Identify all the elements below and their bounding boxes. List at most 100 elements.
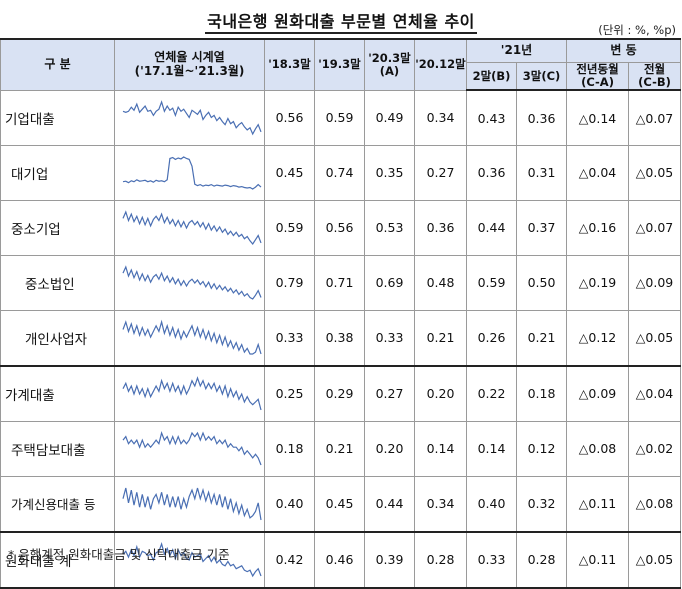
sparkline-path	[122, 210, 262, 245]
cell-mom: △0.09	[628, 254, 682, 311]
header-mar20: '20.3말 (A)	[364, 37, 415, 91]
table-row: 가계대출 0.25 0.29 0.27 0.20 0.22 0.18 △0.09 △0.04	[0, 364, 682, 422]
row-label: 대기업	[0, 144, 115, 201]
sparkline	[122, 376, 262, 411]
sparkline-cell	[114, 89, 265, 146]
cell-mar: 0.32	[515, 475, 568, 533]
header-feb21: 2말(B)	[466, 62, 517, 92]
table-row: 중소기업 0.59 0.56 0.53 0.36 0.44 0.37 △0.16 △0.07	[0, 199, 682, 256]
sparkline	[122, 541, 262, 578]
cell-mar: 0.12	[515, 420, 568, 477]
cell-v3: 0.49	[364, 89, 415, 146]
table-body: 기업대출 0.56 0.59 0.49 0.34 0.43 0.36 △0.14 △0.07 대기…	[0, 89, 682, 589]
cell-v1: 0.33	[264, 309, 315, 367]
cell-mom: △0.04	[628, 364, 682, 422]
table-title: 국내은행 원화대출 부문별 연체율 추이	[0, 8, 682, 34]
cell-v1: 0.25	[264, 364, 315, 422]
sparkline-path	[122, 156, 262, 190]
cell-feb: 0.33	[466, 530, 517, 589]
header-series: 연체율 시계열 ('17.1월~'21.3월)	[114, 37, 265, 91]
header-dec20: '20.12말	[414, 37, 467, 91]
cell-v2: 0.59	[314, 89, 365, 146]
table-row: 주택담보대출 0.18 0.21 0.20 0.14 0.14 0.12 △0.08 △0.02	[0, 420, 682, 477]
cell-v3: 0.53	[364, 199, 415, 256]
cell-mar: 0.28	[515, 530, 568, 589]
cell-v3: 0.39	[364, 530, 415, 589]
header-mar20-label: '20.3말	[368, 50, 411, 65]
cell-v1: 0.40	[264, 475, 315, 533]
cell-v1: 0.45	[264, 144, 315, 201]
row-label: 중소기업	[0, 199, 115, 256]
cell-v2: 0.71	[314, 254, 365, 311]
cell-yoy: △0.12	[566, 309, 630, 367]
cell-yoy: △0.11	[566, 530, 630, 589]
cell-mom: △0.02	[628, 420, 682, 477]
cell-mom: △0.08	[628, 475, 682, 533]
cell-v3: 0.27	[364, 364, 415, 422]
cell-yoy: △0.04	[566, 144, 630, 201]
sparkline-path	[122, 265, 262, 300]
header-mar20-sub: (A)	[379, 63, 400, 78]
header-mar18: '18.3말	[264, 37, 315, 91]
cell-mom: △0.05	[628, 530, 682, 589]
cell-feb: 0.36	[466, 144, 517, 201]
sparkline	[122, 100, 262, 136]
delinquency-table: 구 분 연체율 시계열 ('17.1월~'21.3월) '18.3말 '19.3…	[0, 37, 682, 589]
sparkline-cell	[114, 475, 265, 533]
cell-v1: 0.79	[264, 254, 315, 311]
cell-v2: 0.74	[314, 144, 365, 201]
row-label: 개인사업자	[0, 309, 115, 367]
sparkline	[122, 210, 262, 245]
table-row: 기업대출 0.56 0.59 0.49 0.34 0.43 0.36 △0.14 △0.07	[0, 89, 682, 146]
sparkline-path	[122, 376, 262, 411]
sparkline-cell	[114, 144, 265, 201]
cell-yoy: △0.11	[566, 475, 630, 533]
cell-v3: 0.33	[364, 309, 415, 367]
cell-v4: 0.27	[414, 144, 467, 201]
cell-v2: 0.46	[314, 530, 365, 589]
header-series-title: 연체율 시계열	[154, 50, 225, 65]
cell-v4: 0.20	[414, 364, 467, 422]
footnote: * 은행계정 원화대출금 및 신탁대출금 기준	[8, 547, 230, 562]
cell-feb: 0.14	[466, 420, 517, 477]
sparkline-path	[122, 100, 262, 136]
cell-feb: 0.43	[466, 89, 517, 146]
sparkline-path	[122, 319, 262, 355]
sparkline-cell	[114, 420, 265, 477]
cell-feb: 0.22	[466, 364, 517, 422]
cell-mom: △0.07	[628, 199, 682, 256]
cell-v1: 0.59	[264, 199, 315, 256]
header-year21: '21년	[465, 38, 568, 63]
cell-v2: 0.38	[314, 309, 365, 367]
sparkline-cell	[114, 364, 265, 422]
cell-yoy: △0.16	[566, 199, 630, 256]
header-mom: 전월 (C-B)	[628, 62, 682, 92]
header-mar19: '19.3말	[314, 37, 365, 91]
cell-yoy: △0.09	[566, 364, 630, 422]
cell-mom: △0.07	[628, 89, 682, 146]
sparkline-path	[122, 541, 262, 578]
sparkline	[122, 265, 262, 300]
sparkline-path	[122, 487, 262, 521]
cell-mar: 0.21	[515, 309, 568, 367]
cell-mar: 0.37	[515, 199, 568, 256]
row-label: 기업대출	[0, 89, 115, 146]
cell-v4: 0.21	[414, 309, 467, 367]
cell-v2: 0.21	[314, 420, 365, 477]
row-label: 가계신용대출 등	[0, 475, 115, 533]
table-header: 구 분 연체율 시계열 ('17.1월~'21.3월) '18.3말 '19.3…	[0, 37, 682, 92]
header-category: 구 분	[0, 37, 115, 91]
cell-v2: 0.56	[314, 199, 365, 256]
header-yoy-sub: (C-A)	[581, 75, 614, 90]
sparkline-path	[122, 430, 262, 466]
cell-v3: 0.20	[364, 420, 415, 477]
cell-mar: 0.31	[515, 144, 568, 201]
sparkline	[122, 430, 262, 466]
row-label: 주택담보대출	[0, 420, 115, 477]
table-row: 중소법인 0.79 0.71 0.69 0.48 0.59 0.50 △0.19 △0.09	[0, 254, 682, 311]
header-mom-sub: (C-B)	[638, 75, 671, 90]
cell-v4: 0.34	[414, 89, 467, 146]
sparkline-cell	[114, 199, 265, 256]
sparkline-cell	[114, 309, 265, 367]
sparkline	[122, 487, 262, 521]
